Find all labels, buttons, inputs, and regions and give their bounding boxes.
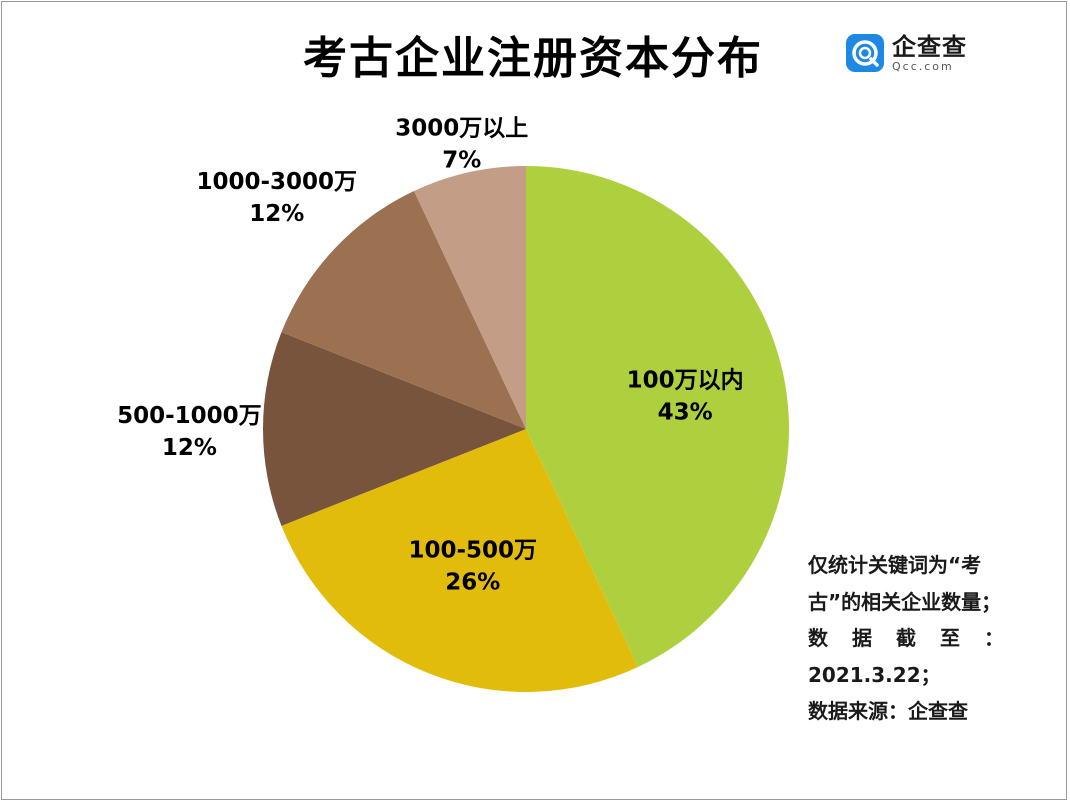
pie-slice	[263, 332, 526, 526]
pie-slice	[526, 166, 790, 667]
slice-percent-label: 7%	[442, 148, 481, 174]
qcc-logo-icon	[846, 34, 884, 72]
logo-name: 企查查	[892, 32, 967, 61]
slice-percent-label: 12%	[162, 435, 217, 461]
slice-category-label: 1000-3000万	[196, 169, 357, 195]
slice-percent-label: 43%	[658, 399, 713, 425]
footnote-line: 2021.3.22；	[808, 662, 941, 687]
qcc-logo: 企查查 Qcc.com	[846, 34, 967, 72]
pie-slice	[281, 191, 526, 429]
chart-title: 考古企业注册资本分布	[303, 33, 763, 84]
footnote: 仅统计关键词为“考 古”的相关企业数量； 数 据 截 至 ： 2021.3.22…	[808, 547, 1004, 730]
slice-category-label: 100-500万	[408, 537, 537, 563]
footnote-line: 仅统计关键词为“考	[808, 553, 982, 577]
slice-percent-label: 12%	[249, 201, 304, 227]
pie-slice	[281, 429, 638, 693]
slice-category-label: 500-1000万	[117, 403, 262, 429]
footnote-line: 古”的相关企业数量；	[808, 589, 1002, 614]
slice-percent-label: 26%	[445, 569, 500, 595]
slice-category-label: 100万以内	[627, 367, 744, 393]
pie-slice	[414, 166, 526, 429]
footnote-line: 数据来源：企查查	[808, 699, 968, 723]
footnote-line: 数 据 截 至 ：	[808, 626, 1004, 650]
logo-domain: Qcc.com	[892, 59, 954, 73]
slice-category-label: 3000万以上	[395, 116, 528, 142]
